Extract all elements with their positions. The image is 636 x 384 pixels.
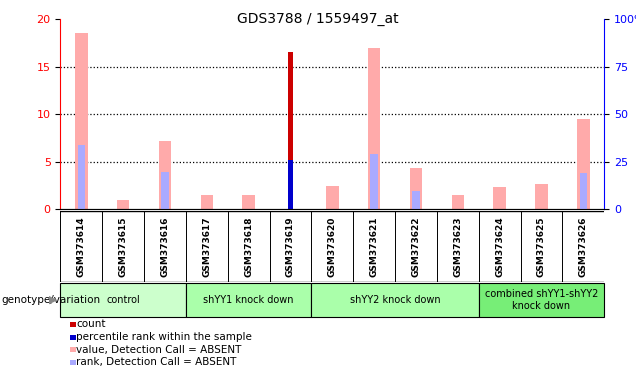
Text: ▶: ▶ <box>48 295 57 305</box>
Bar <box>312 283 479 317</box>
Text: GSM373621: GSM373621 <box>370 217 378 277</box>
Bar <box>535 184 548 209</box>
Text: GSM373624: GSM373624 <box>495 217 504 277</box>
Bar <box>186 283 312 317</box>
Bar <box>162 172 169 209</box>
Text: GSM373618: GSM373618 <box>244 217 253 277</box>
Text: combined shYY1-shYY2
knock down: combined shYY1-shYY2 knock down <box>485 289 598 311</box>
Bar <box>242 195 255 209</box>
Bar <box>370 154 378 209</box>
Bar <box>117 200 130 209</box>
Bar <box>288 160 293 209</box>
Text: value, Detection Call = ABSENT: value, Detection Call = ABSENT <box>76 345 242 355</box>
Bar <box>159 141 171 209</box>
Text: shYY1 knock down: shYY1 knock down <box>204 295 294 305</box>
Text: GSM373619: GSM373619 <box>286 217 295 277</box>
Text: count: count <box>76 319 106 329</box>
Text: GSM373616: GSM373616 <box>160 217 169 277</box>
Text: GSM373620: GSM373620 <box>328 217 337 277</box>
Bar <box>410 169 422 209</box>
Text: rank, Detection Call = ABSENT: rank, Detection Call = ABSENT <box>76 358 237 367</box>
Bar <box>452 195 464 209</box>
Text: GSM373614: GSM373614 <box>77 217 86 277</box>
Text: GSM373617: GSM373617 <box>202 217 211 277</box>
Bar <box>494 187 506 209</box>
Bar <box>78 145 85 209</box>
Bar <box>479 283 604 317</box>
Bar <box>200 195 213 209</box>
Text: shYY2 knock down: shYY2 knock down <box>350 295 440 305</box>
Bar <box>579 173 587 209</box>
Text: GSM373623: GSM373623 <box>453 217 462 277</box>
Text: genotype/variation: genotype/variation <box>1 295 100 305</box>
Text: GSM373626: GSM373626 <box>579 217 588 277</box>
Text: GSM373625: GSM373625 <box>537 217 546 277</box>
Bar <box>60 283 186 317</box>
Text: control: control <box>106 295 140 305</box>
Text: GDS3788 / 1559497_at: GDS3788 / 1559497_at <box>237 12 399 25</box>
Bar <box>75 33 88 209</box>
Bar <box>326 185 338 209</box>
Bar <box>368 48 380 209</box>
Text: percentile rank within the sample: percentile rank within the sample <box>76 332 252 342</box>
Bar <box>577 119 590 209</box>
Bar <box>287 53 293 209</box>
Text: GSM373615: GSM373615 <box>119 217 128 277</box>
Text: GSM373622: GSM373622 <box>411 217 420 277</box>
Bar <box>412 191 420 209</box>
